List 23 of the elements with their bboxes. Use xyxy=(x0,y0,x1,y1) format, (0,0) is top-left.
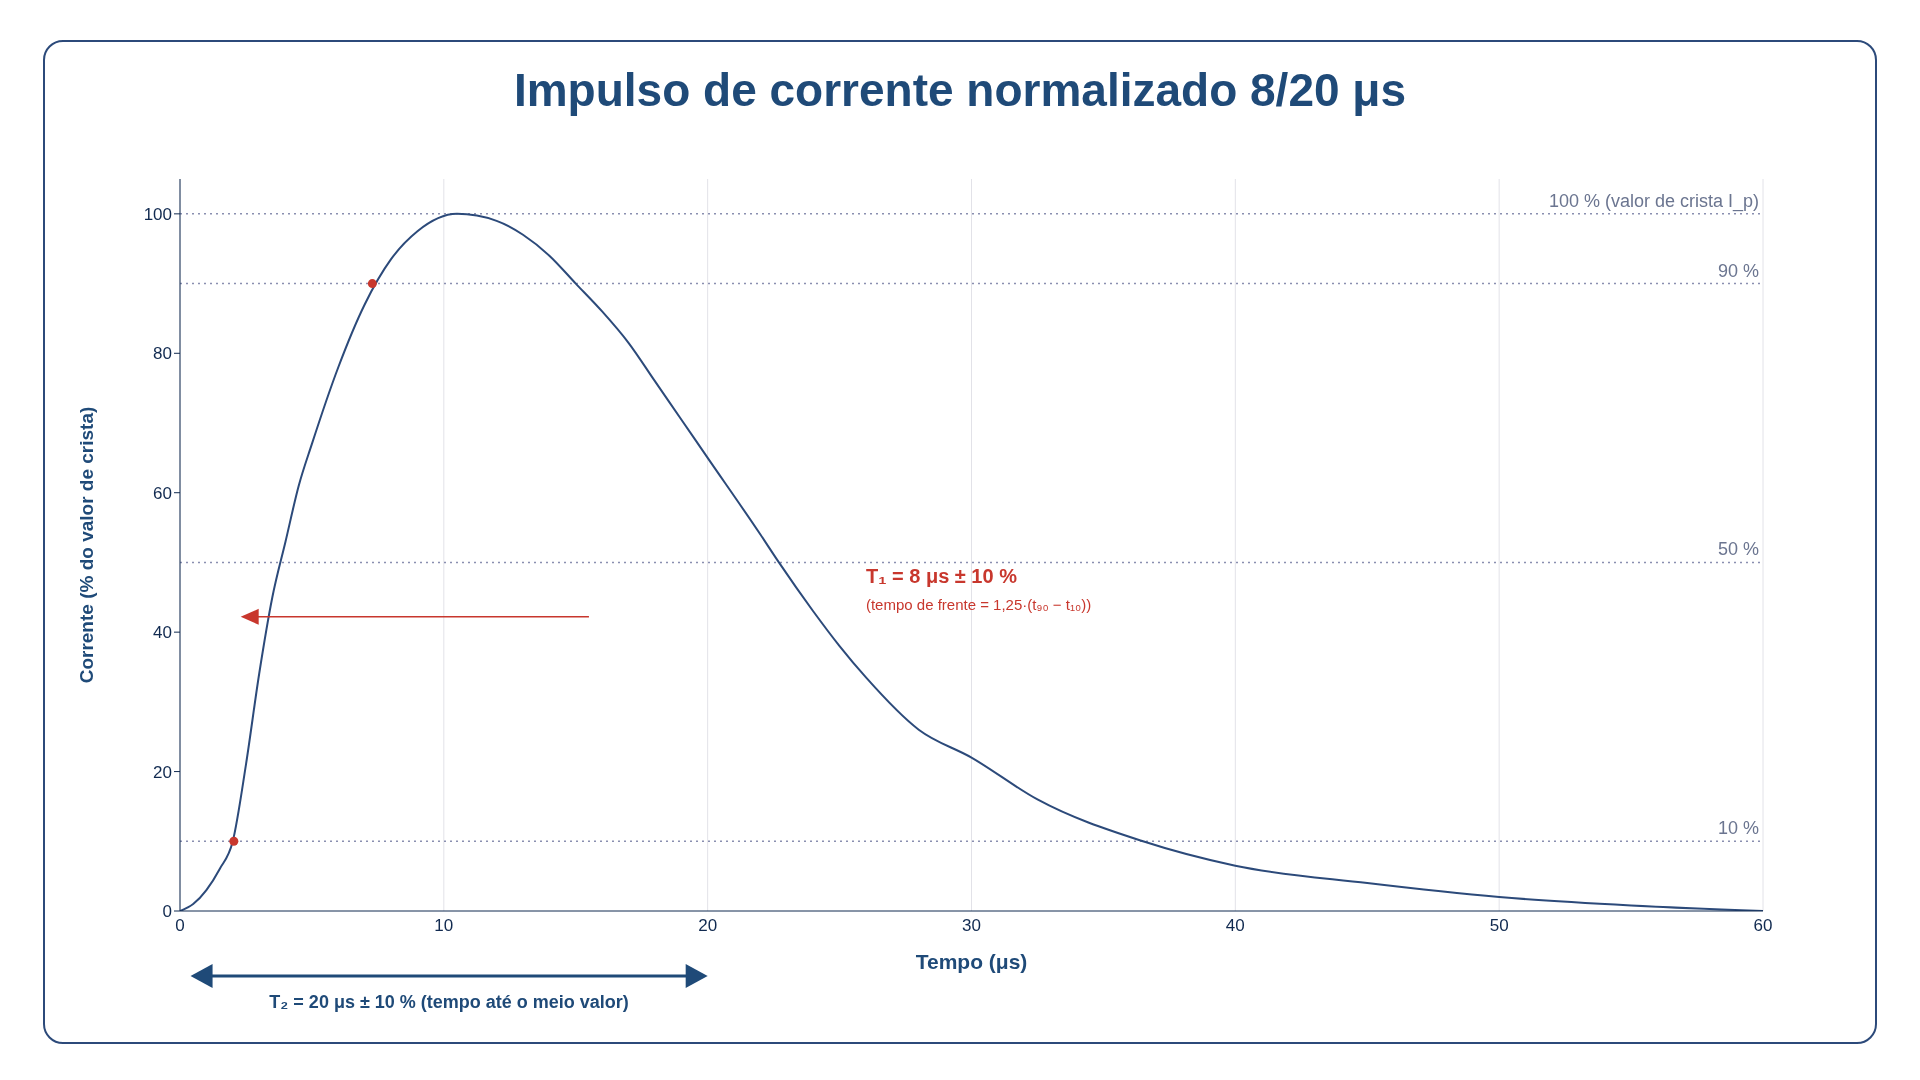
chart-title: Impulso de corrente normalizado 8/20 μs xyxy=(512,63,1408,117)
text: T₂ = 20 μs ± 10 % (tempo até o meio valor) xyxy=(269,992,629,1012)
ref-line-label: 90 % xyxy=(1717,260,1759,281)
y-tick-label: 20 xyxy=(153,762,172,782)
x-tick-label: 0 xyxy=(175,916,185,936)
y-tick-label: 40 xyxy=(153,623,172,643)
y-tick-label: 80 xyxy=(153,344,172,364)
y-tick-label: 60 xyxy=(153,483,172,503)
x-tick-label: 40 xyxy=(1225,916,1245,936)
x-tick-label: 10 xyxy=(434,916,454,936)
ref-line-label: 50 % xyxy=(1717,539,1759,560)
annotation: T₁ = 8 μs ± 10 % xyxy=(865,565,1018,588)
x-tick-label: 30 xyxy=(962,916,981,936)
ref-line-label: 100 % (valor de crista I_p) xyxy=(1548,190,1759,212)
ref-line-label: 10 % xyxy=(1717,818,1759,839)
x-axis-title: Tempo (μs) xyxy=(915,950,1028,973)
y-axis-title: Corrente (% do valor de crista) xyxy=(75,406,97,684)
y-tick-label: 100 xyxy=(143,204,172,224)
x-tick-label: 60 xyxy=(1753,916,1773,936)
annotation: (tempo de frente = 1,25·(t₉₀ − t₁₀)) xyxy=(865,595,1092,613)
x-tick-label: 50 xyxy=(1489,916,1509,936)
x-tick-label: 20 xyxy=(698,916,718,936)
y-tick-label: 0 xyxy=(162,902,172,922)
